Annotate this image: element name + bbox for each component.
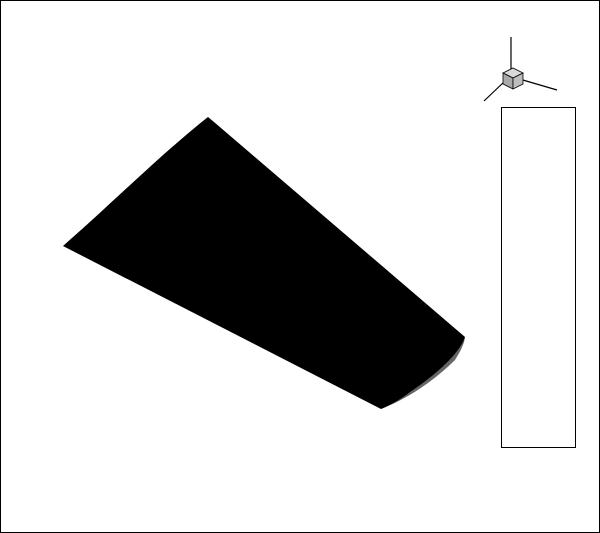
x-axis-line <box>483 79 507 102</box>
wing-surface <box>63 117 465 409</box>
orientation-cube <box>502 67 524 90</box>
axis-triad <box>483 37 558 102</box>
legend-box <box>501 107 576 448</box>
